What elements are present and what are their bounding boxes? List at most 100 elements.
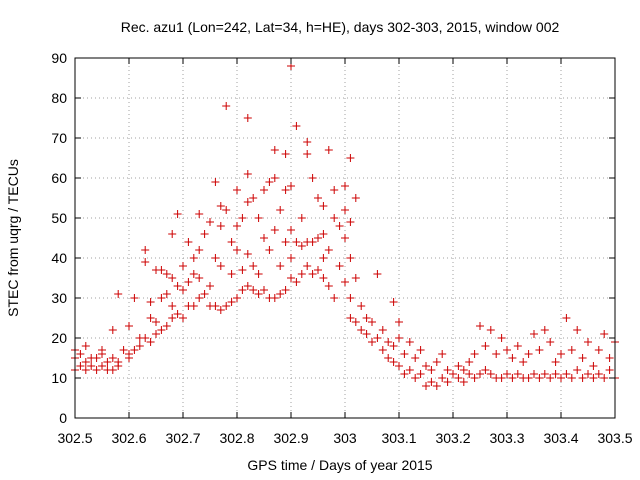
data-point: [578, 354, 587, 362]
x-tick-label: 302.6: [111, 430, 146, 446]
data-point: [594, 370, 603, 378]
data-point: [227, 298, 236, 306]
data-point: [492, 350, 501, 358]
data-point: [141, 258, 150, 266]
data-point: [573, 326, 582, 334]
data-point: [76, 362, 85, 370]
data-point: [76, 350, 85, 358]
data-point: [276, 206, 285, 214]
data-point: [222, 206, 231, 214]
data-point: [98, 362, 106, 370]
data-point: [195, 210, 204, 218]
data-point: [292, 278, 301, 286]
data-point: [378, 326, 387, 334]
data-point: [98, 346, 106, 354]
data-point: [157, 294, 166, 302]
data-point: [470, 350, 479, 358]
data-point: [584, 338, 592, 346]
data-point: [233, 294, 241, 302]
data-point: [454, 374, 463, 382]
data-point: [308, 270, 317, 278]
data-point: [368, 338, 376, 346]
x-tick-labels: 302.5 302.6 302.7 302.8 302.9 303 303.1 303.2 30…: [57, 430, 632, 446]
data-point: [270, 294, 279, 302]
data-point: [567, 346, 576, 354]
data-point: [341, 234, 349, 242]
data-point: [319, 230, 328, 238]
data-point: [108, 354, 117, 362]
data-point: [195, 246, 204, 254]
data-point: [314, 234, 322, 242]
data-point: [319, 254, 328, 262]
data-point: [432, 358, 441, 366]
data-point: [351, 194, 360, 202]
data-point: [535, 346, 544, 354]
x-tick-label: 303.1: [381, 430, 416, 446]
y-tick-labels: 0 10 20 30 40 50 60 70 80 90: [51, 50, 67, 426]
data-point: [281, 238, 290, 246]
data-point: [222, 302, 231, 310]
data-point: [130, 346, 139, 354]
data-point: [535, 374, 544, 382]
data-point: [551, 370, 560, 378]
data-point: [324, 246, 333, 254]
data-point: [200, 290, 209, 298]
data-point: [524, 350, 533, 358]
data-point: [373, 334, 382, 342]
data-point: [168, 230, 177, 238]
data-point: [341, 206, 349, 214]
data-point: [308, 238, 317, 246]
data-point: [411, 374, 420, 382]
data-point: [152, 330, 160, 338]
data-point: [405, 338, 414, 346]
data-point: [125, 322, 133, 330]
data-point: [459, 366, 468, 374]
data-point: [443, 366, 452, 374]
data-point: [146, 298, 155, 306]
y-tick-label: 20: [51, 330, 67, 346]
x-tick-label: 303.5: [597, 430, 632, 446]
data-point: [108, 326, 117, 334]
data-point: [168, 302, 177, 310]
data-point: [249, 194, 258, 202]
data-point: [368, 318, 376, 326]
data-point: [270, 226, 279, 234]
data-point: [449, 370, 457, 378]
data-point: [211, 178, 220, 186]
data-point: [476, 370, 484, 378]
data-point: [265, 246, 274, 254]
data-point: [314, 194, 322, 202]
data-point: [373, 270, 382, 278]
data-point: [157, 326, 166, 334]
data-point: [389, 298, 398, 306]
data-point: [405, 366, 414, 374]
data-point: [594, 346, 603, 354]
data-point: [173, 210, 182, 218]
data-point: [422, 382, 430, 390]
data-point: [260, 286, 268, 294]
data-point: [346, 254, 355, 262]
data-point: [600, 330, 609, 338]
data-point: [287, 182, 295, 190]
data-point: [281, 186, 290, 194]
data-point: [287, 254, 295, 262]
data-point: [573, 366, 582, 374]
data-point: [206, 218, 214, 226]
data-point: [92, 366, 101, 374]
data-point: [189, 254, 198, 262]
data-point: [351, 318, 360, 326]
data-point: [195, 274, 204, 282]
data-point: [103, 358, 112, 366]
data-point: [141, 334, 150, 342]
data-point: [216, 222, 225, 230]
data-point: [81, 342, 90, 350]
data-point: [324, 146, 333, 154]
data-point: [179, 262, 187, 270]
data-point: [189, 270, 198, 278]
data-point: [135, 342, 144, 350]
y-tick-label: 90: [51, 50, 67, 66]
data-point: [438, 350, 447, 358]
data-point: [486, 326, 495, 334]
data-point: [351, 274, 360, 282]
data-point: [130, 294, 139, 302]
